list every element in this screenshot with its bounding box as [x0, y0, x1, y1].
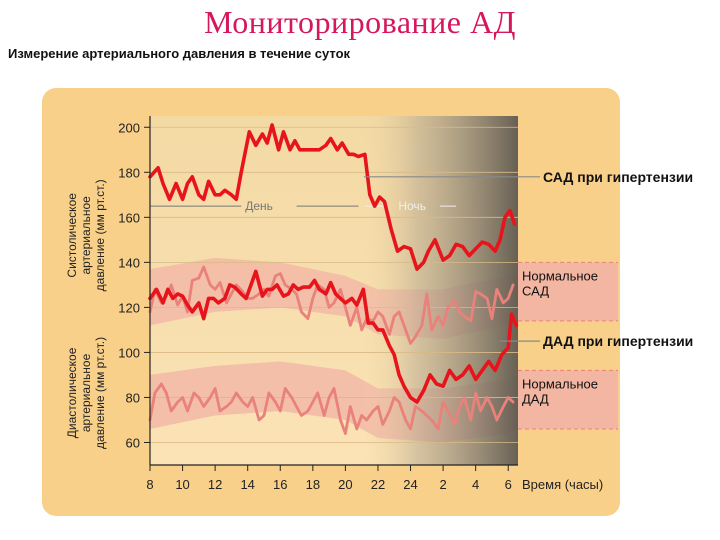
x-tick-label: 24 [403, 477, 417, 492]
y-tick-label: 200 [118, 120, 140, 135]
day-label: День [245, 199, 273, 213]
x-tick-label: 18 [306, 477, 320, 492]
y-tick-label: 120 [118, 300, 140, 315]
annotation-normal-dad: Нормальное ДАД [522, 376, 598, 406]
normal-series-line [148, 265, 515, 345]
annotation-sad-hypertension: САД при гипертензии [543, 169, 693, 185]
page-title: Мониторирование АД [204, 4, 516, 40]
y-tick-label: 180 [118, 165, 140, 180]
night-label: Ночь [398, 199, 426, 213]
hypertension-series-line [148, 269, 519, 404]
annotation-normal-sad: Нормальное САД [522, 268, 598, 298]
normal-dad-box [518, 370, 618, 429]
normal-series-line [148, 382, 515, 435]
x-tick-label: 14 [240, 477, 254, 492]
page-subtitle: Измерение артериального давления в течен… [8, 46, 351, 61]
x-tick-label: 4 [472, 477, 479, 492]
y-tick-label: 160 [118, 210, 140, 225]
x-axis-label: Время (часы) [522, 477, 603, 492]
y-tick-label: 80 [126, 390, 140, 405]
x-tick-label: 22 [371, 477, 385, 492]
x-tick-label: 20 [338, 477, 352, 492]
x-tick-label: 6 [505, 477, 512, 492]
x-tick-label: 8 [146, 477, 153, 492]
normal-sad-box [518, 262, 618, 321]
y-tick-label: 60 [126, 435, 140, 450]
y-tick-label: 100 [118, 345, 140, 360]
x-tick-label: 16 [273, 477, 287, 492]
y-tick-label: 140 [118, 255, 140, 270]
annotation-dad-hypertension: ДАД при гипертензии [543, 333, 693, 349]
x-tick-label: 2 [439, 477, 446, 492]
hypertension-series-line [148, 123, 517, 271]
x-tick-label: 12 [208, 477, 222, 492]
y-axis-label-diastolic: Диастолическоеартериальноедавление (мм р… [65, 337, 107, 449]
x-tick-label: 10 [175, 477, 189, 492]
y-axis-label-systolic: Систолическоеартериальноедавление (мм рт… [65, 179, 107, 291]
